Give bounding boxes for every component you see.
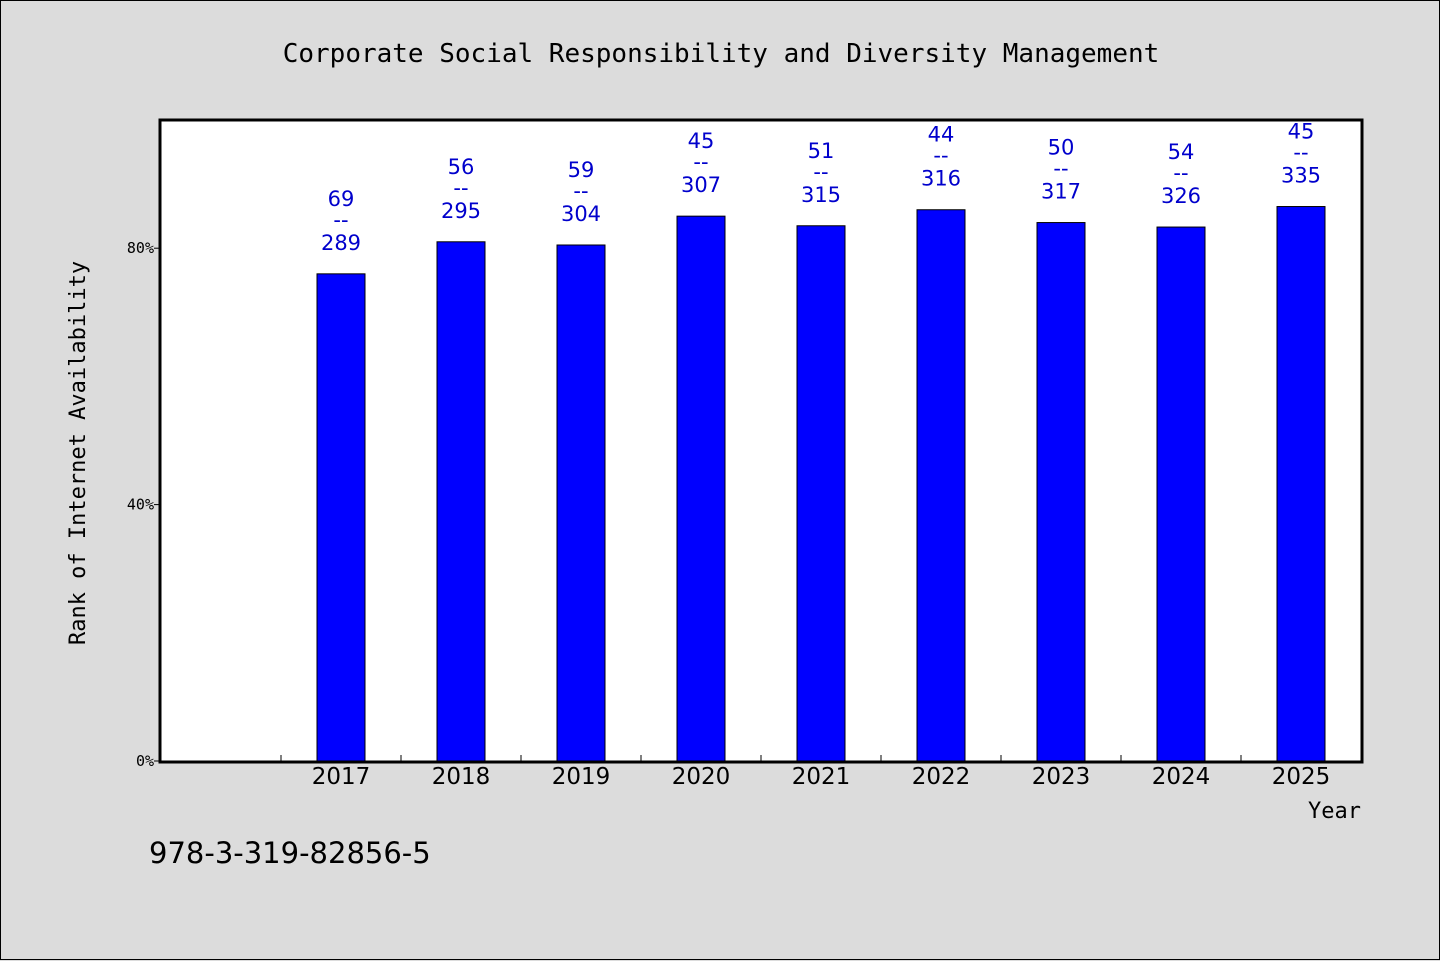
- x-axis-label: Year: [1308, 799, 1361, 824]
- data-label-top: 45: [1288, 120, 1315, 144]
- data-label-top: 44: [928, 123, 955, 147]
- x-tick-label: 2018: [432, 764, 491, 790]
- data-label-separator: --: [1053, 157, 1068, 181]
- data-label-separator: --: [333, 208, 348, 232]
- data-label-top: 59: [568, 158, 595, 182]
- data-label-separator: --: [1173, 161, 1188, 185]
- x-tick-label: 2025: [1272, 764, 1331, 790]
- data-label-top: 50: [1048, 136, 1075, 160]
- data-label-separator: --: [933, 144, 948, 168]
- data-label-top: 45: [688, 129, 715, 153]
- data-label-top: 51: [808, 139, 835, 163]
- y-tick-label: 80%: [127, 239, 154, 257]
- data-label-separator: --: [813, 160, 828, 184]
- x-tick-label: 2021: [792, 764, 851, 790]
- bar-2018: [436, 241, 486, 762]
- data-label-separator: --: [453, 176, 468, 200]
- data-label-separator: --: [693, 150, 708, 174]
- data-label-bottom: 295: [441, 199, 481, 223]
- y-tick-label: 40%: [127, 496, 154, 514]
- y-axis-ticks: 0% 40% 80%: [127, 239, 160, 770]
- bar-2020: [676, 215, 726, 762]
- data-label-bottom: 315: [801, 183, 841, 207]
- y-tick-label: 0%: [136, 752, 154, 770]
- data-label-bottom: 304: [561, 202, 601, 226]
- data-label-bottom: 335: [1281, 164, 1321, 188]
- bar-2019: [556, 244, 606, 762]
- x-tick-label: 2017: [312, 764, 371, 790]
- bar-2024: [1156, 226, 1206, 762]
- bar-2022: [916, 209, 966, 762]
- bar-2017: [316, 273, 366, 762]
- data-label-top: 69: [328, 187, 355, 211]
- bar-2021: [796, 225, 846, 762]
- bar-2025: [1276, 206, 1326, 762]
- x-tick-label: 2023: [1032, 764, 1091, 790]
- isbn-text: 978-3-319-82856-5: [149, 836, 431, 870]
- bar-2023: [1036, 222, 1086, 762]
- x-tick-label: 2024: [1152, 764, 1211, 790]
- x-tick-label: 2022: [912, 764, 971, 790]
- data-label-separator: --: [573, 179, 588, 203]
- x-tick-label: 2020: [672, 764, 731, 790]
- x-tick-label: 2019: [552, 764, 611, 790]
- x-axis-ticks: 2017 2018 2019 2020 2021 2022 2023 2024 2025: [280, 755, 1362, 790]
- data-label-bottom: 317: [1041, 180, 1081, 204]
- bar-series: [316, 206, 1326, 762]
- data-label-bottom: 289: [321, 231, 361, 255]
- data-label-bottom: 307: [681, 173, 721, 197]
- chart-title: Corporate Social Responsibility and Dive…: [283, 39, 1160, 69]
- data-label-top: 54: [1168, 140, 1195, 164]
- data-labels: 69--28956--29559--30445--30751--31544--3…: [321, 120, 1321, 255]
- data-label-separator: --: [1293, 141, 1308, 165]
- data-label-bottom: 326: [1161, 184, 1201, 208]
- data-label-bottom: 316: [921, 167, 961, 191]
- y-axis-label: Rank of Internet Availability: [66, 261, 91, 645]
- data-label-top: 56: [448, 155, 475, 179]
